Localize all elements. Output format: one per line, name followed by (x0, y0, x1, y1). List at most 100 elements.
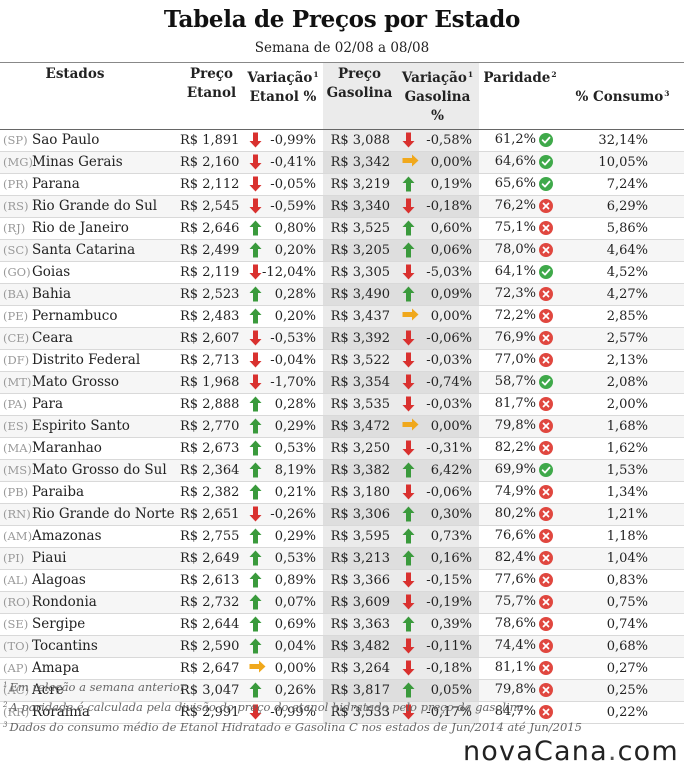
state-cell: (SE) Sergipe (0, 614, 180, 636)
preco-etanol-cell: R$ 2,523 (180, 283, 243, 306)
consumo-cell: 2,85% (606, 308, 648, 324)
state-name: Piaui (32, 550, 67, 566)
variacao-gasolina-value: 0,00% (430, 418, 472, 434)
variacao-etanol-value: 0,89% (274, 572, 316, 588)
variacao-gasolina-value: 0,00% (430, 308, 472, 324)
variacao-etanol-cell: -0,41% (243, 151, 323, 174)
consumo-cell: 7,24% (606, 176, 648, 192)
paridade-cell: 61,2% (479, 130, 561, 152)
variacao-etanol-cell: -0,59% (243, 195, 323, 218)
state-cell: (MG)Minas Gerais (0, 151, 180, 174)
preco-etanol-cell: R$ 2,732 (180, 591, 243, 614)
preco-etanol-cell: R$ 1,968 (180, 371, 243, 394)
variacao-gasolina-cell: 0,05% (396, 679, 479, 702)
variacao-gasolina-value: 0,05% (430, 682, 472, 698)
paridade-cell: 74,4% (479, 635, 561, 658)
variacao-etanol-value: -12,04% (262, 264, 316, 280)
cross-icon (536, 550, 553, 565)
paridade-value: 64,1% (494, 264, 536, 280)
preco-gasolina-cell: R$ 3,533 (323, 701, 396, 724)
page-subtitle: Semana de 02/08 a 08/08 (254, 40, 430, 56)
state-cell: (PI) Piaui (0, 547, 180, 570)
state-cell: (AL) Alagoas (0, 570, 180, 592)
table-row: (TO) Tocantins R$ 2,590 0,04% R$ 3,482 -0,11%… (0, 635, 684, 658)
paridade-cell: 76,6% (479, 526, 561, 548)
paridade-value: 72,3% (494, 286, 536, 302)
variacao-gasolina-value: 0,16% (430, 550, 472, 566)
novacana-logo: novaCana.com (463, 736, 679, 767)
paridade-cell: 79,8% (479, 415, 561, 438)
variacao-gasolina-value: -0,17% (426, 704, 472, 720)
cross-icon (536, 308, 553, 323)
variacao-gasolina-value: -0,06% (426, 484, 472, 500)
state-name: Bahia (32, 286, 72, 302)
paridade-value: 81,7% (494, 396, 536, 412)
col-header-preco-etanol: Preço Etanol (186, 66, 237, 101)
variacao-gasolina-value: -0,58% (426, 132, 472, 148)
variacao-etanol-value: -0,26% (270, 506, 316, 522)
table-row: (RN)Rio Grande do Norte R$ 2,651 -0,26% R$ … (0, 503, 684, 526)
paridade-value: 61,2% (494, 132, 536, 148)
variacao-gasolina-cell: 0,06% (396, 239, 479, 262)
state-cell: (SC) Santa Catarina (0, 239, 180, 262)
variacao-gasolina-cell: -0,19% (396, 591, 479, 614)
consumo-cell: 1,18% (606, 528, 648, 544)
table-row: (AP) Amapa R$ 2,647 0,00% R$ 3,264 -0,18% 81,1… (0, 657, 684, 680)
paridade-cell: 76,2% (479, 195, 561, 218)
consumo-cell: 2,57% (561, 327, 684, 350)
preco-gasolina-cell: R$ 3,490 (323, 283, 396, 306)
variacao-etanol-cell: 0,29% (243, 415, 323, 438)
state-code: (ES) (3, 419, 29, 433)
table-header-row: Estados Preço Etanol Variação1 Etanol % Pr… (0, 63, 684, 130)
state-code: (MG) (3, 155, 33, 169)
consumo-cell: 1,53% (561, 459, 684, 482)
table-row: (RO) Rondonia R$ 2,732 0,07% R$ 3,609 -0,19% 7… (0, 591, 684, 614)
paridade-cell: 72,2% (479, 306, 561, 328)
cross-icon (536, 396, 553, 411)
variacao-etanol-value: 8,19% (274, 462, 316, 478)
state-code: (PB) (3, 485, 29, 499)
col-header-consumo: % Consumo3 (575, 89, 670, 105)
cross-icon (536, 682, 553, 697)
paridade-value: 80,2% (494, 506, 536, 522)
preco-etanol-cell: R$ 2,119 (180, 264, 240, 280)
variacao-etanol-cell: 8,19% (243, 459, 323, 482)
preco-gasolina-cell: R$ 3,366 (323, 569, 396, 592)
cross-icon (536, 440, 553, 455)
consumo-cell: 0,22% (606, 704, 648, 720)
state-name: Rio Grande do Norte (32, 506, 175, 522)
variacao-etanol-value: 0,28% (274, 286, 316, 302)
variacao-etanol-value: -0,05% (270, 176, 316, 192)
footnote-1: 1 Em relação a semana anterior (3, 680, 186, 694)
cross-icon (536, 484, 553, 499)
preco-gasolina-cell: R$ 3,250 (323, 437, 396, 460)
variacao-etanol-cell: 0,80% (243, 218, 323, 240)
variacao-gasolina-cell: 0,09% (396, 283, 479, 306)
consumo-cell: 4,27% (561, 283, 684, 306)
state-code: (AP) (3, 661, 29, 675)
state-name: Mato Grosso (32, 374, 120, 390)
table-row: (DF) Distrito Federal R$ 2,713 -0,04% R$ 3,5… (0, 349, 684, 372)
table-row: (AL) Alagoas R$ 2,613 0,89% R$ 3,366 -0,15% 77… (0, 569, 684, 592)
check-icon (536, 374, 553, 389)
paridade-cell: 82,2% (479, 438, 561, 460)
cross-icon (536, 638, 553, 653)
paridade-value: 82,2% (494, 440, 536, 456)
consumo-cell: 10,05% (561, 151, 684, 174)
consumo-cell: 6,29% (561, 195, 684, 218)
paridade-cell: 77,0% (479, 350, 561, 372)
variacao-etanol-value: -1,70% (270, 374, 316, 390)
variacao-etanol-cell: -1,70% (243, 371, 323, 394)
state-code: (AL) (3, 573, 28, 587)
state-name: Minas Gerais (32, 154, 123, 170)
variacao-gasolina-cell: -5,03% (396, 261, 479, 284)
state-name: Amazonas (32, 528, 102, 544)
variacao-etanol-value: 0,69% (274, 616, 316, 632)
variacao-etanol-cell: 0,04% (243, 635, 323, 658)
variacao-gasolina-value: -0,31% (426, 440, 472, 456)
table-row: (GO)Goias R$ 2,119 -12,04% R$ 3,305 -5,03% 64… (0, 261, 684, 284)
variacao-gasolina-value: -0,11% (426, 638, 472, 654)
state-cell: (AC) Acre (0, 679, 180, 702)
col-header-variacao-gasolina: Variação1 Gasolina % (396, 63, 479, 130)
